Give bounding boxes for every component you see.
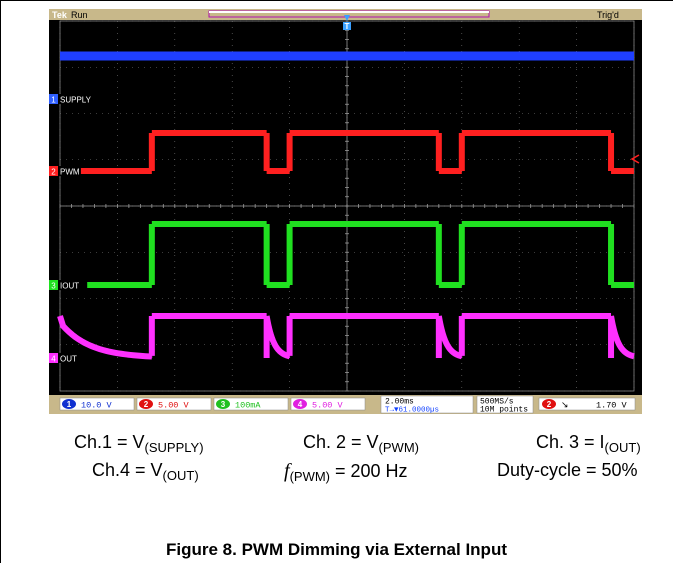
header-bar xyxy=(49,9,642,20)
channel-number: 4 xyxy=(51,355,56,364)
status-ch4: 4 5.00 V xyxy=(290,397,366,411)
trigger-marker: T xyxy=(343,22,351,31)
channel-number-box xyxy=(49,166,58,176)
trigger-marker-label: T xyxy=(345,22,350,31)
sample-rate-value: 500MS/s xyxy=(480,398,514,407)
record-position-fill xyxy=(209,11,489,13)
oscilloscope-screen: Tek Run Trig'd T 1 SUPPLY 2 PWM 3 IOUT 4 OUT 1 10.0 V… xyxy=(49,9,642,415)
channel-label-iout: 3 IOUT xyxy=(49,280,88,291)
trigger-channel-number: 2 xyxy=(547,400,552,409)
run-status: Run xyxy=(71,10,88,20)
channel-scale-box xyxy=(136,397,212,411)
channel-name: SUPPLY xyxy=(60,96,92,105)
trigger-position-arrow xyxy=(344,15,350,21)
caption-duty-cycle: Duty-cycle = 50% xyxy=(497,460,638,480)
channel-scale-box xyxy=(290,397,366,411)
channel-badge-number: 2 xyxy=(144,400,149,409)
caption-ch4: Ch.4 = V(OUT) xyxy=(92,460,199,483)
channel-number: 3 xyxy=(51,282,56,291)
channel-label-supply: 1 SUPPLY xyxy=(49,94,100,105)
channel-scale-box xyxy=(59,397,135,411)
channel-scale-box xyxy=(213,397,289,411)
channel-name: IOUT xyxy=(60,282,79,291)
channel-badge-number: 1 xyxy=(67,400,72,409)
trigger-channel-badge xyxy=(542,399,556,409)
channel-number-box xyxy=(49,94,58,104)
status-ch2: 2 5.00 V xyxy=(136,397,212,411)
brand-label: Tek xyxy=(52,10,68,20)
trace-iout: 3 IOUT xyxy=(49,221,634,291)
caption-ch2: Ch. 2 = V(PWM) xyxy=(303,432,419,455)
channel-number: 1 xyxy=(51,96,56,105)
timebase-value: 2.00ms xyxy=(385,398,414,407)
status-ch3: 3 100mA xyxy=(213,397,289,411)
channel-scale-value: 10.0 V xyxy=(81,401,113,411)
channel-label-out: 4 OUT xyxy=(49,353,81,364)
oscilloscope-plot: Tek Run Trig'd T 1 SUPPLY 2 PWM 3 IOUT 4 OUT 1 10.0 V… xyxy=(49,9,642,415)
figure-title: Figure 8. PWM Dimming via External Input xyxy=(166,540,507,559)
trigger-level-arrow xyxy=(630,154,640,164)
channel-scale-value: 5.00 V xyxy=(312,401,344,411)
trace-supply: 1 SUPPLY xyxy=(49,51,634,105)
channel-badge xyxy=(216,399,230,409)
trace-pwm: 2 PWM xyxy=(49,130,634,177)
trigger-marker-box xyxy=(343,22,351,30)
channel-name-bg xyxy=(59,353,81,363)
channel-badge xyxy=(139,399,153,409)
trigger-slope-icon: ↘ xyxy=(561,401,569,411)
trace-out: 4 OUT xyxy=(49,313,635,364)
trigger-status: Trig'd xyxy=(597,10,619,20)
timebase-box xyxy=(380,395,474,414)
frame-border-left xyxy=(0,0,1,563)
channel-number: 2 xyxy=(51,168,56,177)
graticule xyxy=(59,20,635,392)
status-ch1: 1 10.0 V xyxy=(59,397,135,411)
channel-name-bg xyxy=(59,166,81,176)
caption-ch3: Ch. 3 = I(OUT) xyxy=(536,432,641,455)
channel-name: OUT xyxy=(60,355,77,364)
channel-scale-value: 5.00 V xyxy=(158,401,190,411)
channel-label-pwm: 2 PWM xyxy=(49,166,81,177)
trigger-box xyxy=(538,397,636,411)
channel-badge-number: 4 xyxy=(298,400,303,409)
channel-name-bg xyxy=(59,280,88,290)
record-length-value: 10M points xyxy=(480,406,528,415)
trigger-level-value: 1.70 V xyxy=(596,401,628,411)
channel-name-bg xyxy=(59,94,100,104)
channel-number-box xyxy=(49,353,58,363)
channel-badge xyxy=(62,399,76,409)
caption-ch1: Ch.1 = V(SUPPLY) xyxy=(74,432,204,455)
trigger-position-value: T→▼61.0000µs xyxy=(385,407,439,415)
acquisition-box xyxy=(476,395,534,414)
channel-badge-number: 3 xyxy=(221,400,226,409)
channel-badge xyxy=(293,399,307,409)
channel-name: PWM xyxy=(60,168,80,177)
caption-frequency: f(PWM) = 200 Hz xyxy=(284,460,408,484)
channel-scale-value: 100mA xyxy=(235,401,261,411)
channel-number-box xyxy=(49,280,58,290)
frame-border-top xyxy=(0,0,673,1)
status-trigger: 2 ↘ 1.70 V xyxy=(538,397,636,411)
